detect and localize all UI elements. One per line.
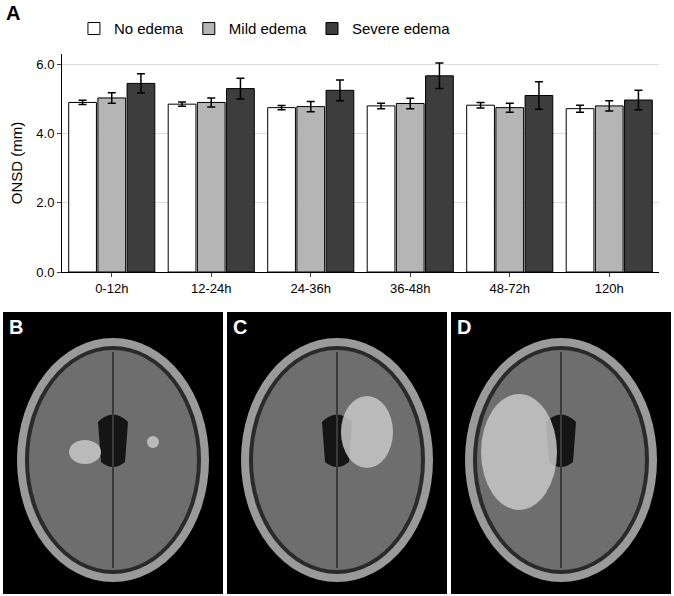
svg-text:Mild edema: Mild edema (229, 20, 307, 37)
html-text:A: A (6, 2, 21, 24)
svg-text:Severe edema: Severe edema (352, 20, 450, 37)
svg-text:No edema: No edema (114, 20, 184, 37)
svg-text:24-36h: 24-36h (291, 281, 331, 296)
html-text:D: D (457, 316, 472, 338)
svg-text:36-48h: 36-48h (390, 281, 430, 296)
html-text:B: B (9, 316, 24, 338)
svg-text:12-24h: 12-24h (191, 281, 231, 296)
svg-text:ONSD (mm): ONSD (mm) (8, 122, 25, 205)
svg-text:4.0: 4.0 (36, 126, 54, 141)
svg-text:2.0: 2.0 (36, 195, 54, 210)
svg-text:0.0: 0.0 (36, 265, 54, 280)
svg-text:120h: 120h (595, 281, 624, 296)
svg-text:48-72h: 48-72h (490, 281, 530, 296)
svg-text:0-12h: 0-12h (95, 281, 128, 296)
html-text:C: C (233, 316, 248, 338)
svg-text:6.0: 6.0 (36, 57, 54, 72)
